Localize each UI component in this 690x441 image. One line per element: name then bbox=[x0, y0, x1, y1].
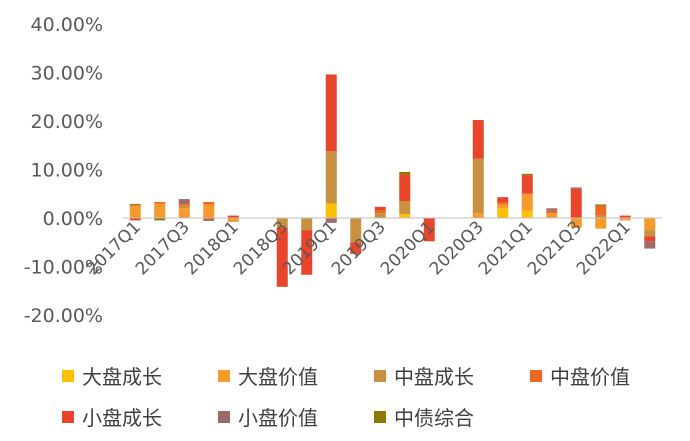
bar-segment bbox=[325, 218, 337, 223]
bar-segment bbox=[595, 215, 607, 218]
bar-segment bbox=[350, 218, 362, 243]
legend-label: 大盘价值 bbox=[238, 365, 318, 389]
bar-segment bbox=[497, 201, 509, 205]
bar-segment bbox=[521, 173, 533, 176]
bar-segment bbox=[374, 213, 386, 218]
bar-segment bbox=[644, 230, 656, 237]
bar-segment bbox=[203, 201, 215, 205]
bar-segment bbox=[203, 219, 215, 221]
bar-segment bbox=[129, 204, 141, 206]
bar-segment bbox=[521, 210, 533, 218]
bar-segment bbox=[276, 218, 288, 228]
bar-segment bbox=[154, 218, 166, 221]
legend-label: 大盘成长 bbox=[82, 365, 162, 389]
legend-swatch bbox=[218, 370, 230, 382]
bar-segment bbox=[301, 218, 313, 231]
bar-segment bbox=[301, 230, 313, 275]
y-tick-label: -20.00% bbox=[24, 305, 103, 327]
bar-segment bbox=[325, 203, 337, 218]
bar-segment bbox=[644, 218, 656, 231]
legend-item: 大盘价值 bbox=[218, 365, 318, 389]
legend-item: 中盘成长 bbox=[374, 365, 474, 389]
bar-segment bbox=[350, 242, 362, 254]
bar-segment bbox=[129, 203, 141, 205]
bar-segment bbox=[154, 201, 166, 204]
bar-segment bbox=[497, 208, 509, 218]
bar-segment bbox=[546, 213, 558, 218]
bar-segment bbox=[325, 74, 337, 152]
bar-segment bbox=[546, 208, 558, 211]
bar-segment bbox=[472, 158, 484, 214]
legend-swatch bbox=[218, 411, 230, 423]
bar-segment bbox=[521, 193, 533, 211]
legend-swatch bbox=[62, 411, 74, 423]
bar-segment bbox=[644, 241, 656, 249]
bar-segment bbox=[399, 201, 411, 215]
bar-segment bbox=[178, 199, 190, 204]
bar-segment bbox=[619, 218, 631, 221]
y-tick-label: 10.00% bbox=[31, 160, 103, 182]
legend-item: 中债综合 bbox=[374, 406, 474, 430]
bar-segment bbox=[129, 218, 141, 221]
bar-segment bbox=[129, 205, 141, 218]
legend-label: 中债综合 bbox=[394, 406, 474, 430]
y-tick-label: 20.00% bbox=[31, 111, 103, 133]
y-tick-label: 0.00% bbox=[43, 208, 103, 230]
bar-segment bbox=[203, 204, 215, 218]
bar-segment bbox=[570, 187, 582, 189]
bar-segment bbox=[178, 205, 190, 209]
bar-segment bbox=[472, 213, 484, 218]
bar-segment bbox=[570, 188, 582, 218]
bar-segment bbox=[178, 208, 190, 218]
legend-swatch bbox=[374, 411, 386, 423]
bar-segment bbox=[399, 171, 411, 175]
y-tick-label: 30.00% bbox=[31, 63, 103, 85]
legend-label: 小盘价值 bbox=[238, 406, 318, 430]
bar-segment bbox=[399, 174, 411, 202]
legend-swatch bbox=[62, 370, 74, 382]
bar-segment bbox=[644, 236, 656, 242]
legend-item: 小盘成长 bbox=[62, 406, 162, 430]
bar-segment bbox=[374, 210, 386, 214]
legend-swatch bbox=[530, 370, 542, 382]
bar-segment bbox=[497, 197, 509, 202]
y-tick-label: 40.00% bbox=[31, 14, 103, 36]
legend-label: 中盘价值 bbox=[550, 365, 630, 389]
bar-segment bbox=[521, 175, 533, 194]
y-axis: 40.00% 30.00% 20.00% 10.00% 0.00% -10.00% -20.… bbox=[24, 14, 103, 327]
legend-item: 大盘成长 bbox=[62, 365, 162, 389]
bar-segment bbox=[374, 206, 386, 211]
bar-segment bbox=[178, 203, 190, 206]
bar-segment bbox=[276, 227, 288, 287]
bar-segment bbox=[227, 218, 239, 222]
legend-label: 中盘成长 bbox=[394, 365, 474, 389]
bar-segment bbox=[595, 205, 607, 216]
bar-segment bbox=[325, 151, 337, 204]
bar-segment bbox=[546, 210, 558, 214]
bar-segment bbox=[227, 215, 239, 218]
y-tick-label: -10.00% bbox=[24, 257, 103, 279]
legend-item: 小盘价值 bbox=[218, 406, 318, 430]
legend-swatch bbox=[374, 370, 386, 382]
bar-segment bbox=[570, 218, 582, 228]
bar-segment bbox=[154, 203, 166, 218]
legend-item: 中盘价值 bbox=[530, 365, 630, 389]
legend-label: 小盘成长 bbox=[82, 406, 162, 430]
bar-segment bbox=[203, 218, 215, 220]
bars-layer bbox=[129, 74, 656, 287]
bar-segment bbox=[595, 218, 607, 229]
bar-segment bbox=[399, 214, 411, 218]
bar-segment bbox=[423, 218, 435, 242]
bar-segment bbox=[472, 120, 484, 159]
bar-segment bbox=[497, 204, 509, 209]
bar-segment bbox=[595, 204, 607, 206]
bar-segment bbox=[619, 215, 631, 218]
